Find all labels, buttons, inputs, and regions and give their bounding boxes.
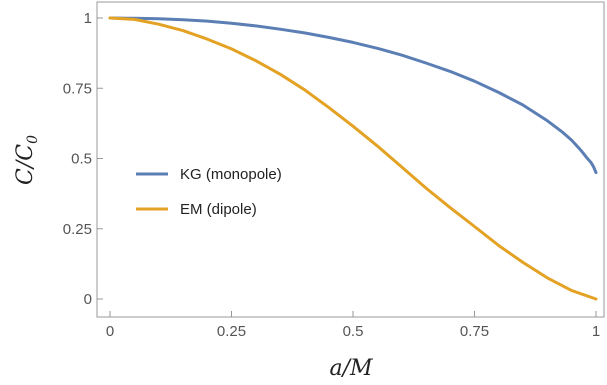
y-axis-title-sub: 0 <box>25 135 41 144</box>
series-line-em-dipole <box>108 16 598 301</box>
x-axis-ticks: 0 0.25 0.5 0.75 1 <box>106 311 600 340</box>
x-tick-label: 0.75 <box>460 323 489 340</box>
y-tick-label: 0.75 <box>63 80 92 97</box>
svg-text:C/C0: C/C0 <box>13 135 41 185</box>
y-tick-label: 1 <box>84 10 92 27</box>
legend: KG (monopole) EM (dipole) <box>136 166 282 218</box>
series-line-kg-monopole <box>108 16 598 175</box>
series-layer <box>108 16 598 301</box>
y-axis-title: C/C0 <box>13 135 41 185</box>
x-tick-label: 1 <box>592 323 600 340</box>
y-tick-label: 0.25 <box>63 221 92 238</box>
plot-frame <box>96 1 605 318</box>
legend-label-kg: KG (monopole) <box>180 166 282 183</box>
y-axis-title-base: C/C <box>13 144 38 185</box>
y-axis-ticks: 0 0.25 0.5 0.75 1 <box>63 10 103 308</box>
legend-label-em: EM (dipole) <box>180 201 257 218</box>
x-tick-label: 0.25 <box>217 323 246 340</box>
x-tick-label: 0.5 <box>343 323 364 340</box>
x-tick-label: 0 <box>106 323 114 340</box>
x-axis-title: a/M <box>329 356 373 381</box>
y-tick-label: 0 <box>84 291 92 308</box>
y-tick-label: 0.5 <box>71 151 92 168</box>
